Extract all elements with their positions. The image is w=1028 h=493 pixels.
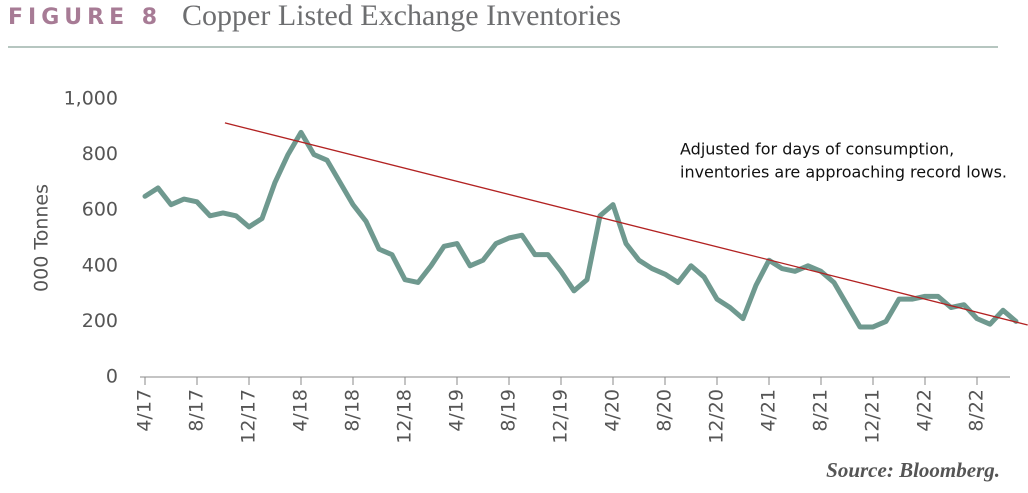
x-tick-label: 4/17 <box>134 389 156 432</box>
x-tick-label: 12/21 <box>862 389 884 444</box>
x-tick-label: 12/17 <box>238 389 260 444</box>
source: Source: Bloomberg. <box>826 458 1000 482</box>
y-tick-label: 400 <box>82 254 118 276</box>
x-tick-label: 12/20 <box>706 389 728 444</box>
x-tick-label: 4/22 <box>914 389 936 432</box>
x-tick-label: 4/20 <box>602 389 624 432</box>
data-line <box>142 129 1019 330</box>
y-tick-label: 0 <box>106 366 118 388</box>
x-tick-label: 8/22 <box>966 389 988 432</box>
x-tick-label: 4/18 <box>290 389 312 432</box>
y-tick-label: 600 <box>82 199 118 221</box>
figure-label: FIGURE 8 <box>8 5 162 30</box>
x-tick-label: 8/20 <box>654 389 676 432</box>
y-tick-label: 200 <box>82 310 118 332</box>
x-tick-label: 12/19 <box>550 389 572 444</box>
x-tick-label: 8/17 <box>186 389 208 432</box>
chart-title: Copper Listed Exchange Inventories <box>182 0 621 32</box>
annotation: Adjusted for days of consumption, <box>680 140 954 159</box>
x-tick-label: 8/18 <box>342 389 364 432</box>
trend-line <box>224 122 1028 326</box>
y-tick-label: 1,000 <box>64 88 118 110</box>
x-tick-label: 4/19 <box>446 389 468 432</box>
x-tick-label: 8/21 <box>810 389 832 432</box>
y-axis-label: 000 Tonnes <box>31 184 53 292</box>
annotation: inventories are approaching record lows. <box>680 163 1007 182</box>
y-tick-label: 800 <box>82 143 118 165</box>
x-tick-label: 8/19 <box>498 389 520 432</box>
x-tick-label: 4/21 <box>758 389 780 432</box>
x-tick-label: 12/18 <box>394 389 416 444</box>
